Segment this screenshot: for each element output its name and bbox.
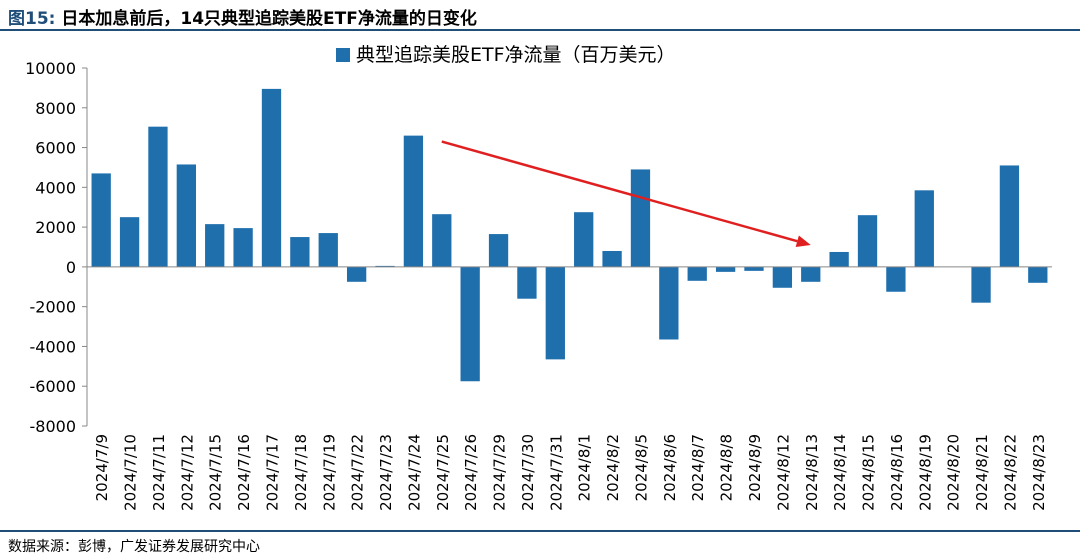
x-tick-label: 2024/8/23 [1030,434,1048,511]
legend: 典型追踪美股ETF净流量（百万美元） [336,44,676,66]
x-tick-label: 2024/8/22 [1001,434,1019,511]
legend-label: 典型追踪美股ETF净流量（百万美元） [356,44,676,66]
bar [886,266,906,292]
bar [403,135,424,267]
bar [801,266,821,282]
x-tick-label: 2024/7/11 [150,434,168,511]
arrow-shaft [441,140,798,243]
x-tick-label: 2024/8/8 [718,434,736,501]
y-tick-label: 8000 [35,99,76,118]
bar [914,190,934,267]
x-tick-label: 2024/7/30 [519,434,537,511]
x-tick-label: 2024/7/23 [377,434,395,511]
bar [205,224,225,267]
bar [119,217,140,267]
x-axis: 2024/7/9 2024/7/10 2024/7/11 2024/7/12 2024/… [87,266,1052,511]
y-tick-label: 2000 [35,218,76,237]
x-tick-label: 2024/7/16 [235,434,253,511]
bar [602,250,622,267]
x-tick-label: 2024/7/29 [491,434,509,511]
bar [290,237,310,267]
x-tick-label: 2024/7/10 [122,434,140,511]
bars [91,88,1048,382]
bar [318,233,338,267]
source-note: 数据来源：彭博，广发证券发展研究中心 [8,539,260,555]
bar [176,164,196,267]
y-tick-label: -2000 [30,298,77,317]
x-tick-label: 2024/7/15 [207,434,225,511]
y-axis: -8000 -6000 -4000 -2000 0 2000 4000 6000 8000 100… [25,59,88,436]
trend-arrow [441,140,811,248]
bar [772,266,793,288]
title-rule [0,29,1080,31]
bar [545,266,565,360]
bar [148,126,168,267]
bar [829,251,849,267]
y-tick-label: 6000 [35,139,76,158]
bar [432,214,452,267]
bar [574,212,594,267]
x-tick-label: 2024/8/21 [973,434,991,511]
x-tick-label: 2024/7/25 [434,434,452,511]
y-tick-label: -8000 [30,417,77,436]
y-tick-label: -6000 [30,377,77,396]
x-tick-label: 2024/8/2 [604,434,622,501]
figure-label: 图15: [8,9,56,29]
bar [744,266,764,271]
bar [659,266,679,340]
bar [630,169,651,267]
y-tick-label: 4000 [35,178,76,197]
x-tick-label: 2024/8/16 [888,434,906,511]
x-tick-label: 2024/8/15 [860,434,878,511]
y-tick-label: -4000 [30,337,77,356]
y-tick-label: 10000 [25,59,76,78]
bar [233,228,253,267]
x-tick-label: 2024/7/22 [349,434,367,511]
x-tick-label: 2024/7/12 [178,434,196,511]
x-tick-label: 2024/8/19 [916,434,934,511]
y-tick-label: 0 [66,258,76,277]
x-tick-label: 2024/8/7 [689,434,707,501]
bar [488,234,509,267]
x-tick-label: 2024/7/31 [547,434,565,511]
x-tick-label: 2024/8/20 [945,434,963,511]
figure-title-text: 日本加息前后，14只典型追踪美股ETF净流量的日变化 [61,9,477,29]
x-tick-label: 2024/8/6 [661,434,679,501]
bar [517,266,537,299]
x-tick-label: 2024/7/9 [93,434,111,501]
bar [1028,266,1048,283]
bar [715,266,736,272]
arrow-head [795,235,811,248]
bar [346,266,367,282]
bar [91,173,111,267]
bar [687,266,707,281]
source-rule [0,530,1080,532]
x-tick-label: 2024/7/17 [263,434,281,511]
bar [857,215,878,267]
x-tick-label: 2024/7/18 [292,434,310,511]
x-tick-label: 2024/8/5 [632,434,650,501]
x-tick-label: 2024/8/1 [576,434,594,501]
x-tick-label: 2024/8/13 [803,434,821,511]
x-tick-label: 2024/8/14 [831,434,849,511]
bar [261,88,282,267]
legend-swatch [336,48,350,62]
x-tick-label: 2024/8/9 [746,434,764,501]
x-tick-label: 2024/7/24 [405,434,423,511]
bar [971,266,991,303]
figure-title: 图15: 日本加息前后，14只典型追踪美股ETF净流量的日变化 [8,4,477,29]
x-tick-label: 2024/7/19 [320,434,338,511]
bar [999,165,1020,267]
bar [460,266,480,382]
x-tick-label: 2024/8/12 [774,434,792,511]
x-tick-label: 2024/7/26 [462,434,480,511]
bar-chart: 典型追踪美股ETF净流量（百万美元） -8000 -6000 -4000 -2000 0… [25,44,1052,511]
